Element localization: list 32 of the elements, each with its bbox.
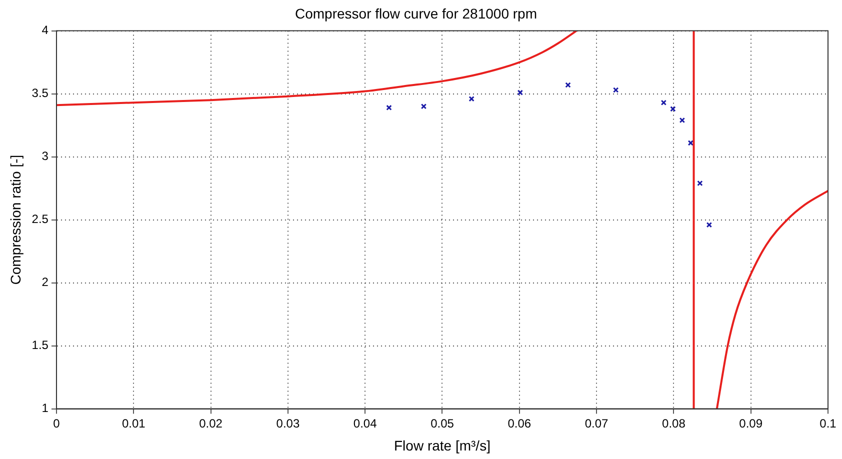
x-tick-label: 0.08	[662, 416, 686, 430]
point	[660, 100, 667, 106]
point	[697, 180, 703, 186]
chart-title: Compressor flow curve for 281000 rpm	[295, 5, 537, 22]
y-tick-label: 1	[42, 401, 49, 416]
y-tick-label: 2.5	[32, 212, 49, 226]
x-tick-label: 0.06	[508, 416, 532, 430]
y-tick-label: 3.5	[32, 86, 49, 100]
x-tick-label: 0.03	[276, 416, 300, 430]
point	[706, 222, 712, 228]
point	[679, 117, 686, 124]
y-tick-label: 2	[42, 275, 49, 290]
x-tick-label: 0.02	[199, 416, 223, 430]
x-tick-label: 0.09	[739, 416, 763, 430]
y-tick-label: 1.5	[32, 338, 49, 352]
point	[420, 104, 427, 110]
x-tick-label: 0.04	[353, 416, 378, 430]
x-tick-label: 0	[53, 416, 60, 430]
point	[386, 104, 392, 111]
x-axis-title: Flow rate [m³/s]	[394, 437, 490, 454]
x-tick-label: 0.1	[820, 416, 837, 430]
y-axis-title: Compression ratio [-]	[7, 154, 24, 285]
point	[612, 87, 619, 93]
x-tick-label: 0.07	[584, 416, 609, 430]
x-tick-label: 0.01	[122, 416, 146, 430]
x-tick-label: 0.05	[430, 416, 454, 430]
point	[565, 82, 571, 88]
point	[670, 106, 676, 112]
y-tick-label: 3	[42, 149, 49, 164]
point	[468, 96, 474, 102]
point	[517, 90, 524, 96]
y-tick-label: 4	[42, 23, 49, 38]
